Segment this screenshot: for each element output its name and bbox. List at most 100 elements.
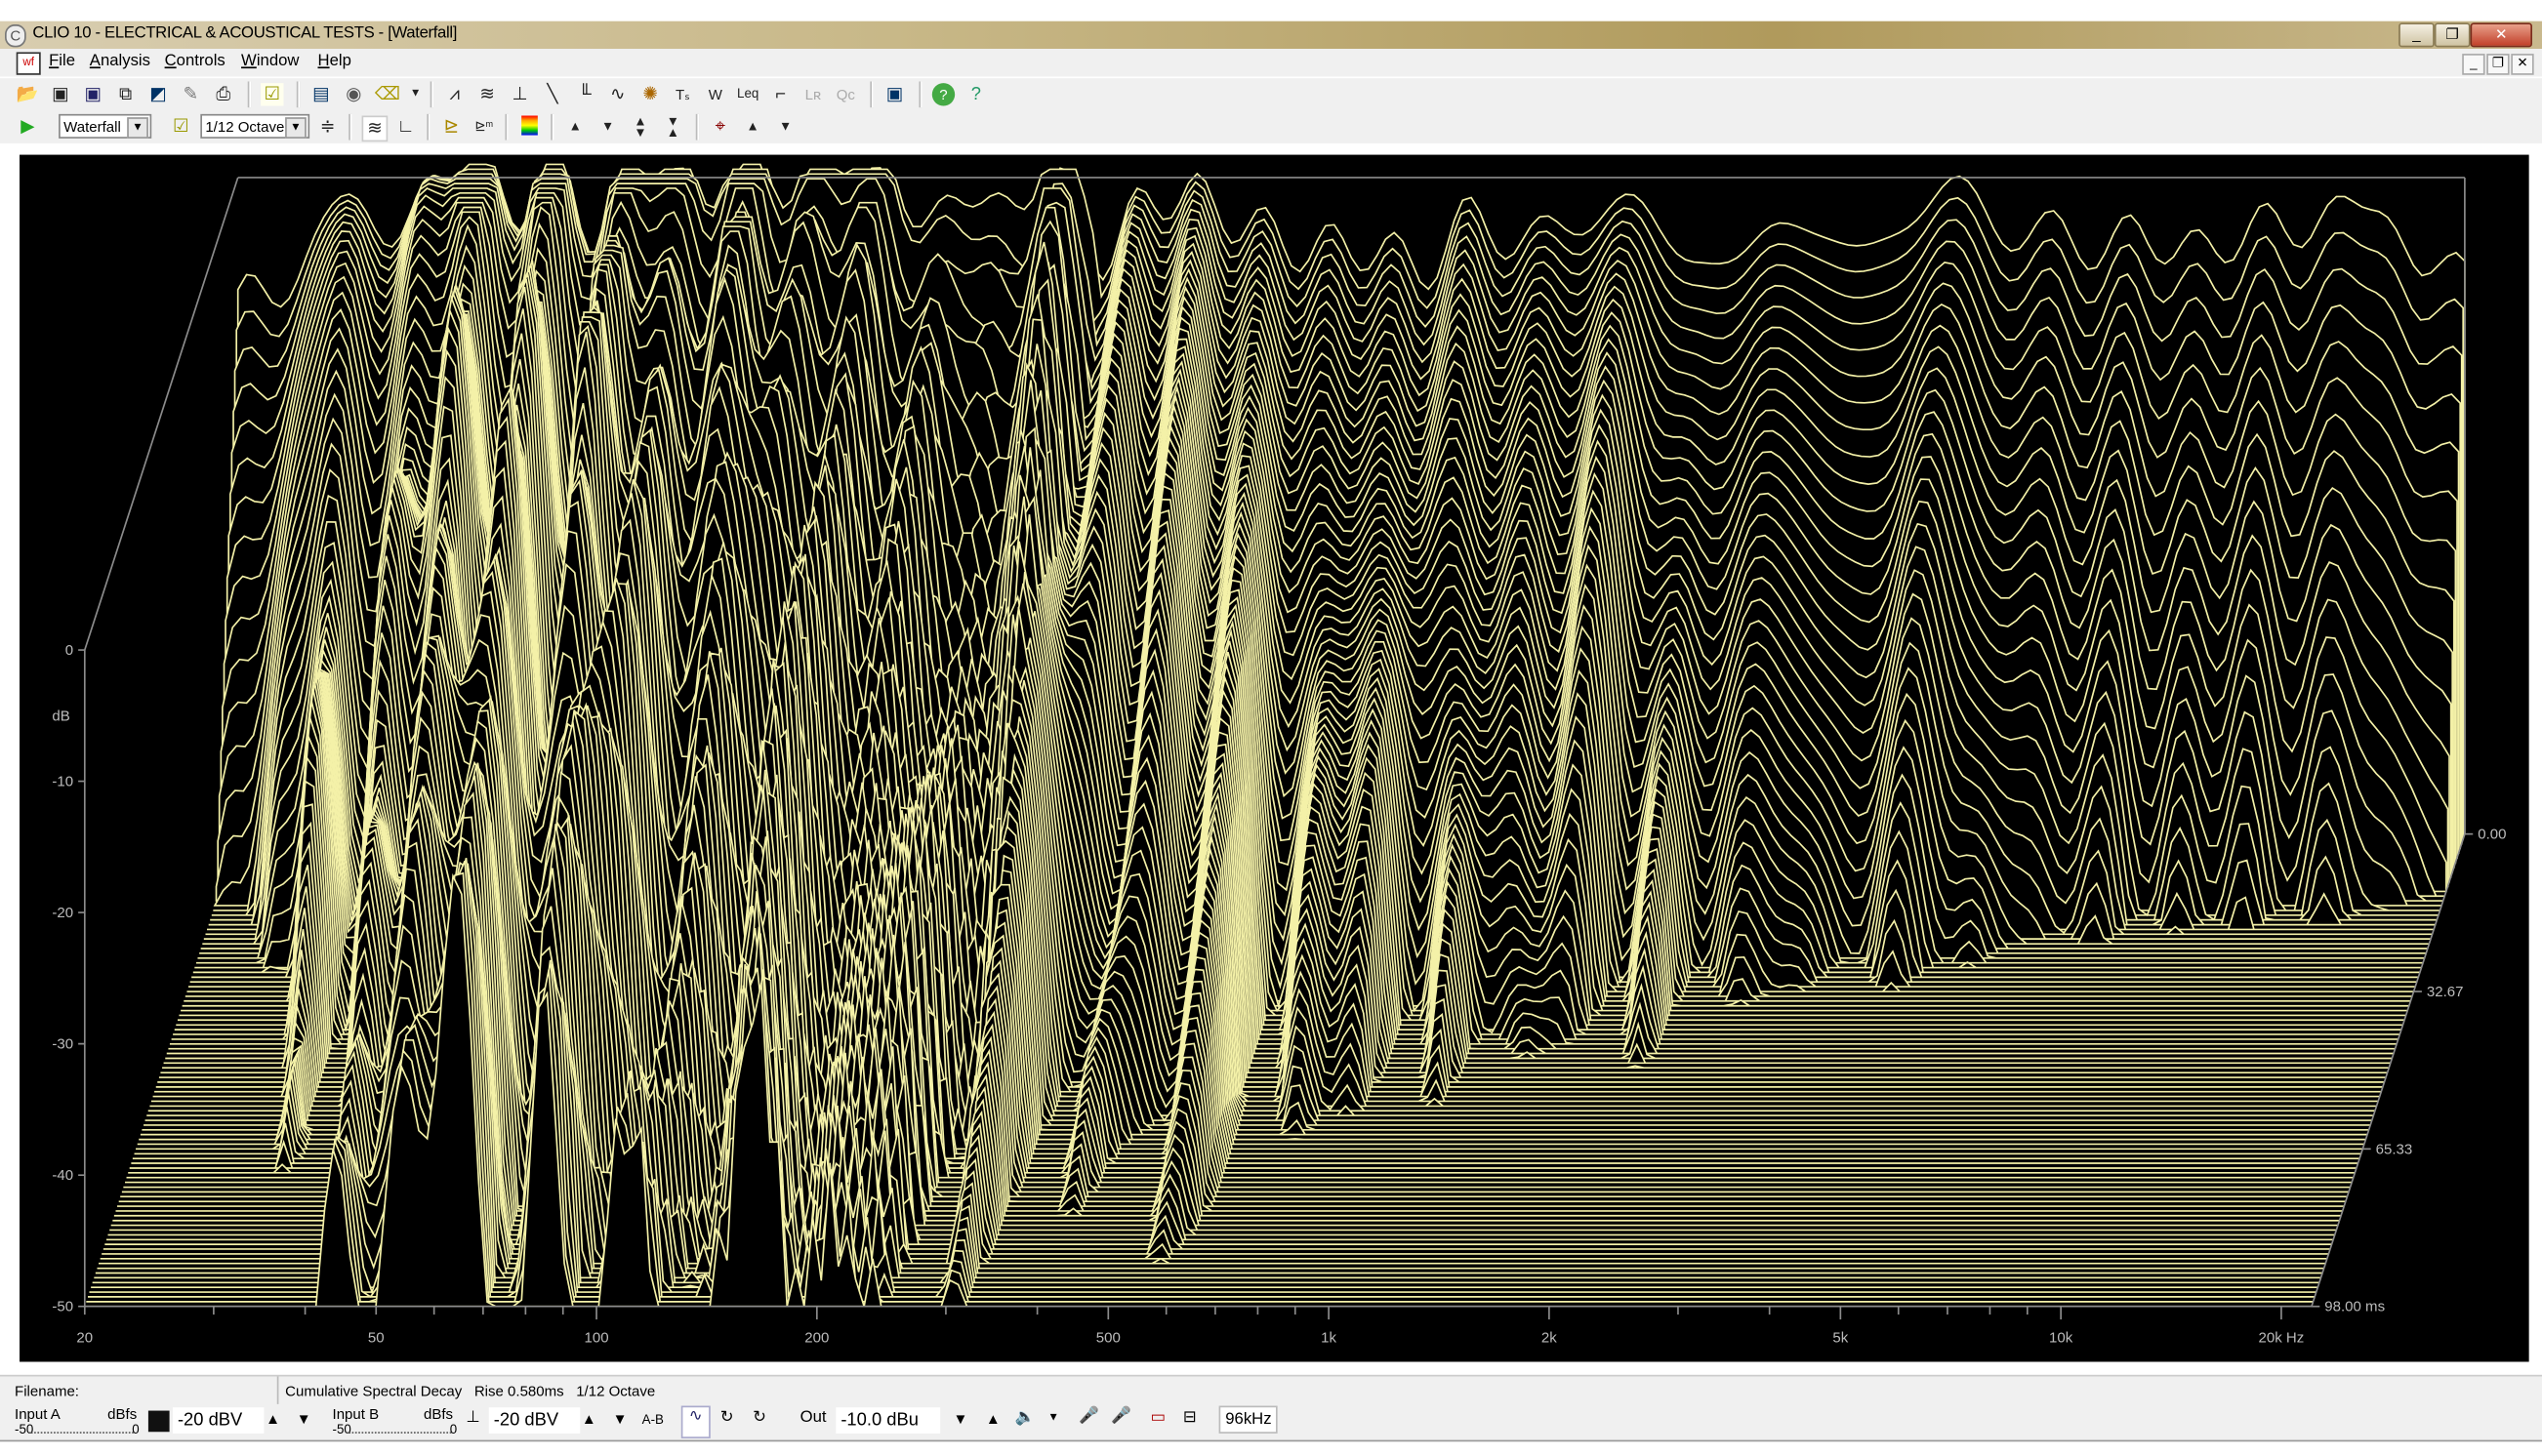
export-image-icon[interactable]: ◩ [149, 84, 167, 104]
video-icon[interactable]: ▤ [312, 84, 330, 104]
phantom-b-icon[interactable]: 🎤 [1111, 1407, 1132, 1426]
waterfall-plot[interactable]: 20 50 100 200 500 1k 2k 5k 10k 20k Hz 0 -10 -20 -30 -4… [20, 154, 2529, 1362]
menu-help[interactable]: Help [317, 52, 351, 70]
minimize-button[interactable]: _ [2398, 22, 2435, 48]
chevron-down-icon[interactable]: ▼ [127, 117, 148, 139]
speaker-icon[interactable]: 🔈 [1014, 1408, 1036, 1428]
speaker-dropdown-icon[interactable]: ▼ [1047, 1412, 1059, 1424]
open-folder-icon[interactable]: 📂 [16, 84, 39, 104]
input-b-scale-max: 0 [449, 1422, 458, 1437]
impedance-icon[interactable]: ▭ [1150, 1408, 1167, 1428]
phantom-a-icon[interactable]: 🎤 [1079, 1407, 1099, 1426]
a-minus-b-button[interactable]: A-B [641, 1412, 664, 1428]
sample-rate-indicator[interactable]: 96kHz [1218, 1405, 1279, 1434]
input-b-up-icon[interactable]: ▲ [581, 1410, 596, 1428]
loop-a-icon[interactable]: ↻ [719, 1408, 734, 1428]
waterfall-icon[interactable]: ≋ [479, 84, 495, 104]
z-tick-label-65.33: 65.33 [2376, 1141, 2413, 1157]
status-bar: Filename: Cumulative Spectral Decay Rise… [0, 1374, 2542, 1406]
thiele-small-icon[interactable]: Tₛ [676, 86, 690, 103]
output-down-icon[interactable]: ▼ [953, 1410, 968, 1428]
sweep-icon[interactable]: ╲ [547, 84, 558, 104]
waterfall-3d-toggle-icon[interactable]: ≋ [361, 115, 389, 142]
loop-b-icon[interactable]: ↻ [753, 1408, 767, 1428]
chevron-down-icon[interactable]: ▼ [285, 117, 307, 139]
hardware-controls-bar: Input A -50 0 dBfs -20 dBV ▲ ▼ Input B -… [0, 1403, 2542, 1442]
mode-select[interactable]: Waterfall ▼ [59, 113, 152, 139]
input-a-scale-max: 0 [132, 1422, 140, 1437]
menu-controls[interactable]: Controls [164, 52, 226, 70]
filename-label: Filename: [15, 1383, 79, 1399]
go-play-icon[interactable]: ▶ [20, 117, 35, 138]
up-arrow-icon[interactable]: ▲ [568, 118, 582, 134]
input-a-range-field[interactable]: -20 dBV [172, 1407, 265, 1434]
leq-icon[interactable]: Leq [737, 86, 759, 101]
dropdown-arrow-icon[interactable]: ▼ [409, 88, 422, 100]
help-icon[interactable]: ? [931, 83, 956, 106]
autosave-checklist-icon[interactable]: ☑ [261, 83, 284, 106]
close-button[interactable]: ✕ [2470, 22, 2532, 48]
generator-signal-icon[interactable]: ∿ [680, 1405, 711, 1438]
print-icon[interactable]: ⎙ [216, 84, 231, 104]
autoscale-icon[interactable]: ☑ [173, 117, 189, 138]
menu-analysis[interactable]: Analysis [89, 52, 150, 70]
mdi-close-button[interactable]: ✕ [2511, 54, 2534, 75]
mdi-minimize-button[interactable]: _ [2462, 54, 2485, 75]
export-icon[interactable]: ⧉ [118, 84, 133, 104]
output-level-field[interactable]: -10.0 dBu [836, 1407, 941, 1434]
cursor-down-icon[interactable]: ▼ [778, 118, 793, 134]
up-down-arrow-icon[interactable]: ▲ ▼ [634, 113, 647, 141]
color-map-icon[interactable] [521, 115, 538, 136]
x-tick-label-500: 500 [1096, 1329, 1121, 1346]
expand-icon[interactable]: ≑ [319, 117, 336, 138]
input-a-polarity-icon[interactable] [147, 1410, 170, 1433]
down-arrow-icon[interactable]: ▼ [600, 118, 615, 134]
mdi-restore-button[interactable]: ❐ [2486, 54, 2510, 75]
restore-button[interactable]: ❐ [2434, 22, 2471, 48]
separator [276, 1376, 279, 1406]
separator [551, 113, 554, 141]
separator [870, 81, 874, 108]
impulse-icon[interactable]: ⊥ [512, 84, 528, 104]
eraser-icon[interactable]: ⌫ [374, 84, 400, 104]
save-as-icon[interactable]: ▣ [84, 84, 102, 104]
axis-icon[interactable]: ∟ [396, 117, 415, 138]
wow-flutter-icon[interactable]: ✺ [642, 84, 658, 104]
input-b-down-icon[interactable]: ▼ [612, 1410, 628, 1428]
input-b-unit: dBfs [423, 1405, 454, 1423]
shrink-arrow-icon[interactable]: ▼ ▲ [666, 113, 679, 141]
fft-icon[interactable]: ⩘ [449, 84, 460, 104]
time-axis [2311, 833, 2466, 1307]
input-a-level-meter [29, 1429, 134, 1434]
title-bar[interactable]: C CLIO 10 - ELECTRICAL & ACOUSTICAL TEST… [0, 20, 2542, 50]
camera-icon[interactable]: ◉ [346, 84, 362, 104]
menu-file[interactable]: File [49, 52, 75, 70]
input-b-label: Input B [332, 1405, 380, 1423]
smoothing-select[interactable]: 1/12 Octave ▼ [200, 113, 310, 139]
save-icon[interactable]: ▣ [52, 84, 69, 104]
mls-load-icon[interactable]: ⊵ᵐ [474, 118, 494, 134]
load-icon[interactable]: ⊵ [443, 117, 460, 138]
monitor-icon[interactable]: ▣ [885, 84, 904, 104]
output-up-icon[interactable]: ▲ [985, 1410, 1001, 1428]
separator [247, 81, 252, 108]
wf-icon[interactable]: W [708, 86, 722, 103]
input-b-range-field[interactable]: -20 dBV [488, 1407, 581, 1434]
y-tick-label--40: -40 [52, 1167, 73, 1184]
y-tick-label--30: -30 [52, 1036, 73, 1053]
about-icon[interactable]: ? [970, 84, 981, 104]
sinus-icon[interactable]: ∿ [609, 84, 626, 104]
octave-bars-icon[interactable]: ╙ [578, 84, 592, 104]
step-icon[interactable]: ⌐ [775, 84, 786, 104]
waterfall-chart: 20 50 100 200 500 1k 2k 5k 10k 20k Hz 0 -10 -20 -30 -4… [52, 163, 2506, 1346]
input-a-down-icon[interactable]: ▼ [296, 1410, 311, 1428]
input-a-up-icon[interactable]: ▲ [266, 1410, 280, 1428]
notes-icon[interactable]: ✎ [183, 84, 198, 104]
document-icon[interactable]: wf [16, 52, 41, 75]
z-tick-label-98.00ms: 98.00 ms [2324, 1299, 2385, 1315]
cursor-up-icon[interactable]: ▲ [746, 118, 759, 134]
menu-window[interactable]: Window [241, 52, 300, 70]
device-icon[interactable]: ⊟ [1182, 1408, 1197, 1428]
cursor-target-icon[interactable]: ⌖ [715, 117, 725, 138]
input-b-impulse-icon[interactable]: ⊥ [466, 1408, 480, 1428]
